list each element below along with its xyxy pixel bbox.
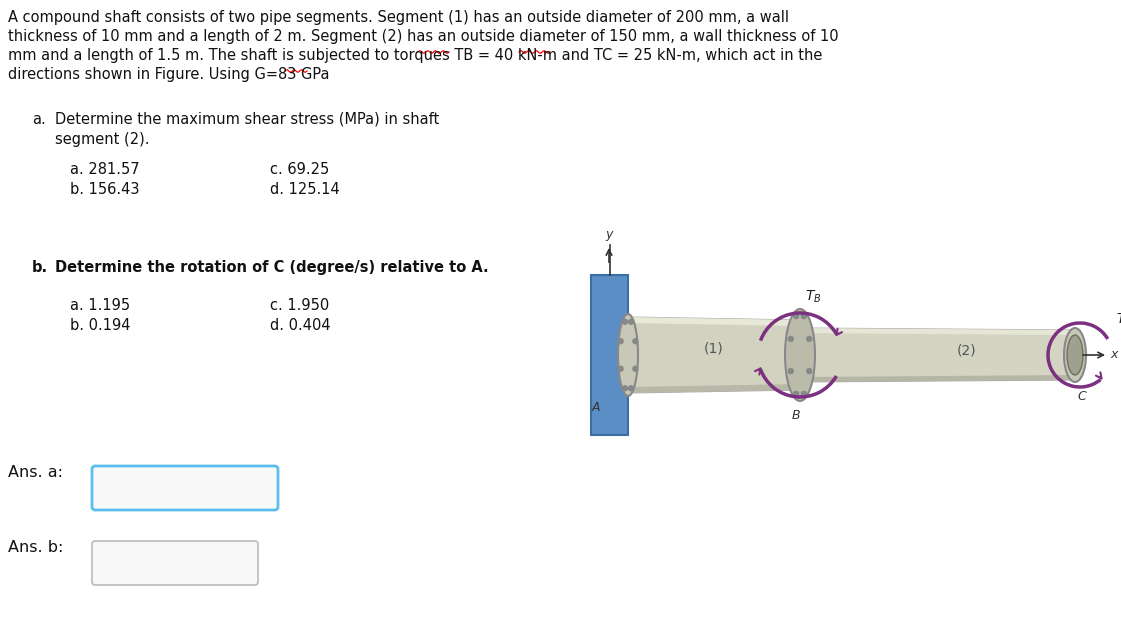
Circle shape xyxy=(622,386,628,391)
Ellipse shape xyxy=(618,314,638,396)
Circle shape xyxy=(802,314,806,319)
Polygon shape xyxy=(628,317,800,393)
Circle shape xyxy=(788,368,794,374)
Text: Ans. a:: Ans. a: xyxy=(8,465,63,480)
Text: d. 125.14: d. 125.14 xyxy=(270,182,340,197)
Ellipse shape xyxy=(785,309,815,401)
Polygon shape xyxy=(628,384,800,393)
Circle shape xyxy=(802,391,806,396)
Text: (1): (1) xyxy=(704,342,724,356)
Polygon shape xyxy=(800,328,1075,382)
Text: directions shown in Figure. Using G=83 GPa: directions shown in Figure. Using G=83 G… xyxy=(8,67,330,82)
Text: (2): (2) xyxy=(957,343,976,357)
Text: a.: a. xyxy=(33,112,46,127)
Ellipse shape xyxy=(1067,335,1083,375)
Text: Determine the maximum shear stress (MPa) in shaft: Determine the maximum shear stress (MPa)… xyxy=(55,112,439,127)
Circle shape xyxy=(618,339,623,343)
Circle shape xyxy=(807,337,812,342)
Circle shape xyxy=(618,366,623,371)
Text: a. 1.195: a. 1.195 xyxy=(70,298,130,313)
Text: x: x xyxy=(1110,348,1118,361)
Text: A: A xyxy=(592,401,601,414)
Text: mm and a length of 1.5 m. The shaft is subjected to torques TB = 40 kN-m and TC : mm and a length of 1.5 m. The shaft is s… xyxy=(8,48,823,63)
Text: b. 0.194: b. 0.194 xyxy=(70,318,130,333)
Text: $T_B$: $T_B$ xyxy=(805,288,822,305)
Circle shape xyxy=(807,368,812,374)
Text: b.: b. xyxy=(33,260,48,275)
Text: b. 156.43: b. 156.43 xyxy=(70,182,139,197)
Polygon shape xyxy=(800,328,1075,335)
Circle shape xyxy=(629,319,633,324)
Polygon shape xyxy=(800,375,1075,382)
Text: thickness of 10 mm and a length of 2 m. Segment (2) has an outside diameter of 1: thickness of 10 mm and a length of 2 m. … xyxy=(8,29,839,44)
Text: A compound shaft consists of two pipe segments. Segment (1) has an outside diame: A compound shaft consists of two pipe se… xyxy=(8,10,789,25)
Circle shape xyxy=(788,337,794,342)
Text: Determine the rotation of C (degree/s) relative to A.: Determine the rotation of C (degree/s) r… xyxy=(55,260,489,275)
Circle shape xyxy=(794,314,798,319)
Circle shape xyxy=(629,386,633,391)
FancyBboxPatch shape xyxy=(92,541,258,585)
Text: d. 0.404: d. 0.404 xyxy=(270,318,331,333)
FancyBboxPatch shape xyxy=(92,466,278,510)
FancyBboxPatch shape xyxy=(591,275,628,435)
Polygon shape xyxy=(628,317,800,326)
Circle shape xyxy=(633,366,638,371)
Text: $T_C$: $T_C$ xyxy=(1117,312,1121,328)
Text: y: y xyxy=(605,228,613,241)
Text: segment (2).: segment (2). xyxy=(55,132,149,147)
Circle shape xyxy=(633,339,638,343)
Text: c. 69.25: c. 69.25 xyxy=(270,162,330,177)
Text: Ans. b:: Ans. b: xyxy=(8,540,64,555)
Ellipse shape xyxy=(1064,328,1086,382)
Text: a. 281.57: a. 281.57 xyxy=(70,162,140,177)
Text: C: C xyxy=(1077,390,1086,403)
Text: B: B xyxy=(791,409,800,422)
Circle shape xyxy=(794,391,798,396)
Circle shape xyxy=(622,319,628,324)
Text: c. 1.950: c. 1.950 xyxy=(270,298,330,313)
